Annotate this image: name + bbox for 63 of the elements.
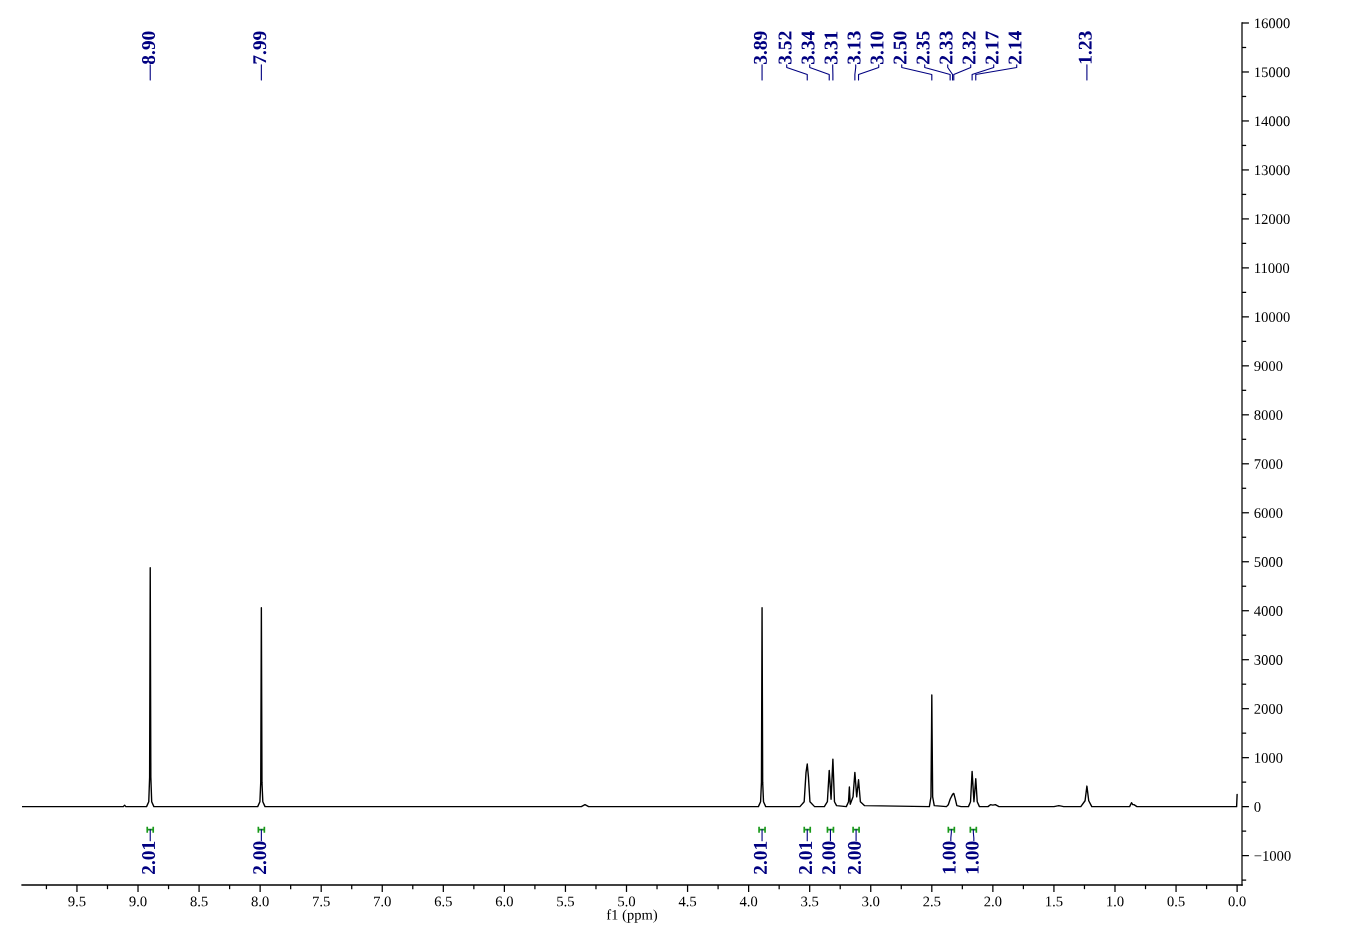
annotation: 3.10 bbox=[870, 31, 884, 64]
x-tick-label: 3.5 bbox=[801, 896, 819, 907]
annotation: 1.23 bbox=[1078, 31, 1092, 64]
x-tick-label: 4.5 bbox=[678, 896, 697, 907]
x-tick-label: 8.5 bbox=[190, 896, 208, 907]
y-tick-label: 9000 bbox=[1254, 361, 1283, 372]
annotation: 2.00 bbox=[822, 841, 836, 874]
annotation: 2.33 bbox=[939, 31, 953, 64]
annotation: 1.00 bbox=[965, 841, 979, 874]
y-tick-label: 12000 bbox=[1255, 214, 1290, 225]
x-tick-label: 0.5 bbox=[1167, 896, 1185, 907]
x-tick-label: 4.0 bbox=[739, 896, 758, 907]
y-tick-label: 8000 bbox=[1254, 410, 1283, 421]
x-tick-label: 6.0 bbox=[495, 896, 513, 907]
x-tick-label: 5.0 bbox=[618, 896, 636, 907]
y-tick-label: 14000 bbox=[1255, 116, 1290, 127]
annotation: 2.50 bbox=[893, 31, 907, 64]
annotation: 2.00 bbox=[847, 841, 862, 874]
y-tick-label: 4000 bbox=[1254, 606, 1283, 616]
annotation: 1.00 bbox=[942, 841, 956, 874]
annotation: 3.31 bbox=[824, 31, 838, 64]
x-tick-label: 5.5 bbox=[557, 896, 574, 907]
annotation: 3.13 bbox=[847, 31, 861, 64]
y-tick-label: −1000 bbox=[1254, 850, 1291, 861]
x-tick-label: 7.0 bbox=[374, 896, 391, 907]
annotation: 3.89 bbox=[753, 31, 768, 64]
x-axis-title: f1 (ppm) bbox=[606, 909, 658, 923]
y-tick-label: 13000 bbox=[1255, 165, 1290, 176]
x-tick-label: 9.0 bbox=[129, 896, 147, 907]
x-tick-label: 1.0 bbox=[1107, 896, 1124, 907]
y-tick-label: 1000 bbox=[1255, 753, 1283, 763]
y-tick-label: 7000 bbox=[1254, 459, 1283, 469]
x-tick-label: 3.0 bbox=[862, 896, 880, 907]
annotation: 3.52 bbox=[778, 31, 792, 64]
annotation: 3.34 bbox=[801, 31, 815, 64]
annotation: 2.01 bbox=[798, 841, 813, 874]
x-tick-label: 9.5 bbox=[68, 896, 86, 907]
annotation: 2.01 bbox=[753, 841, 768, 874]
annotation: 7.99 bbox=[253, 31, 267, 64]
annotation: 2.00 bbox=[253, 841, 267, 874]
annotation: 2.32 bbox=[962, 31, 976, 64]
x-tick-label: 1.5 bbox=[1046, 896, 1063, 907]
annotation: 2.17 bbox=[985, 31, 999, 64]
y-tick-label: 6000 bbox=[1254, 508, 1283, 518]
y-tick-label: 16000 bbox=[1255, 18, 1290, 29]
annotation: 2.14 bbox=[1008, 31, 1022, 64]
y-tick-label: 15000 bbox=[1255, 67, 1290, 78]
y-tick-label: 10000 bbox=[1255, 312, 1290, 323]
annotation: 2.01 bbox=[141, 841, 156, 874]
x-tick-label: 8.0 bbox=[251, 896, 269, 907]
x-tick-label: 2.0 bbox=[984, 896, 1002, 907]
annotation: 2.35 bbox=[916, 31, 930, 64]
annotation: 8.90 bbox=[141, 31, 156, 65]
y-tick-label: 11000 bbox=[1255, 263, 1290, 274]
x-tick-label: 0.0 bbox=[1228, 896, 1246, 907]
x-tick-label: 6.5 bbox=[434, 896, 452, 907]
line-series bbox=[22, 566, 1238, 808]
y-tick-label: 0 bbox=[1254, 802, 1261, 812]
x-tick-label: 7.5 bbox=[313, 896, 330, 907]
y-tick-label: 5000 bbox=[1254, 557, 1283, 567]
y-tick-label: 3000 bbox=[1254, 655, 1283, 665]
y-tick-label: 2000 bbox=[1254, 704, 1283, 714]
x-tick-label: 2.5 bbox=[923, 896, 941, 907]
